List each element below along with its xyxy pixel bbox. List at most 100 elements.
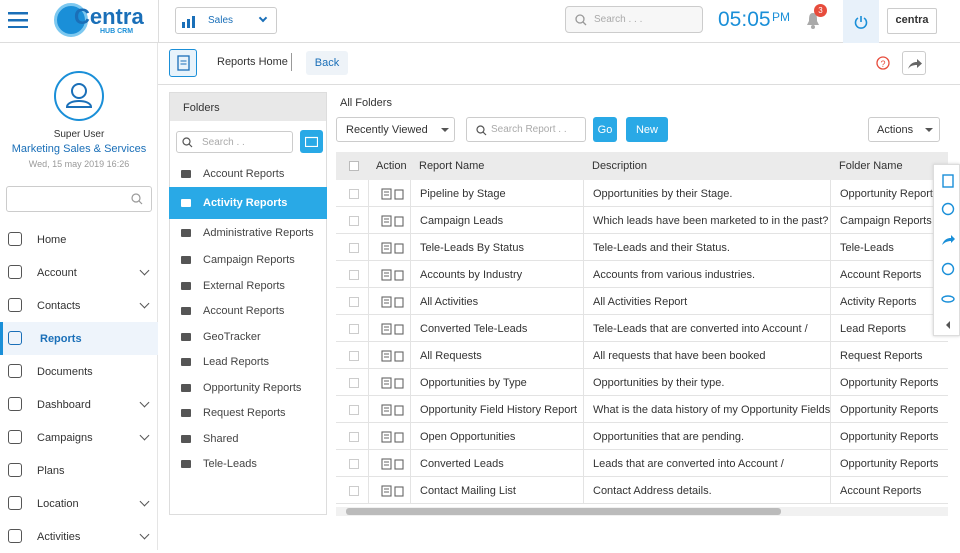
new-folder-button[interactable] bbox=[300, 130, 323, 153]
folder-item[interactable]: Request Reports bbox=[169, 401, 327, 427]
nav-item[interactable]: Home bbox=[0, 223, 158, 256]
menu-icon[interactable] bbox=[8, 12, 28, 28]
help-icon[interactable]: ? bbox=[876, 56, 890, 70]
row-checkbox[interactable] bbox=[349, 486, 359, 496]
search-box[interactable]: Search . . . bbox=[565, 6, 703, 33]
folder-label: Tele-Leads bbox=[203, 458, 257, 471]
row-checkbox[interactable] bbox=[349, 432, 359, 442]
folder-item[interactable]: Shared bbox=[169, 426, 327, 452]
reports-home-icon[interactable] bbox=[169, 49, 197, 77]
table-cell[interactable]: Opportunity Field History Report bbox=[410, 396, 583, 423]
row-checkbox[interactable] bbox=[349, 324, 359, 334]
action-icons[interactable] bbox=[378, 268, 404, 281]
table-cell[interactable]: Accounts by Industry bbox=[410, 261, 583, 288]
column-header[interactable]: Report Name bbox=[410, 152, 583, 180]
nav-item[interactable]: Activities bbox=[0, 520, 158, 553]
table-cell[interactable]: Opportunities by Type bbox=[410, 369, 583, 396]
nav-icon bbox=[8, 463, 22, 477]
folders-title: Folders bbox=[170, 93, 326, 121]
filter-select[interactable]: Recently Viewed bbox=[336, 117, 455, 142]
folder-item[interactable]: Tele-Leads bbox=[169, 452, 327, 478]
folder-item[interactable]: Campaign Reports bbox=[169, 246, 327, 273]
table-row: Campaign Leads Which leads have been mark… bbox=[336, 207, 948, 234]
table-cell[interactable]: Contact Mailing List bbox=[410, 477, 583, 504]
nav-item[interactable]: Account bbox=[0, 256, 158, 289]
go-button[interactable]: Go bbox=[593, 117, 617, 142]
row-checkbox[interactable] bbox=[349, 243, 359, 253]
row-checkbox[interactable] bbox=[349, 459, 359, 469]
nav-item[interactable]: Reports bbox=[0, 322, 158, 355]
folder-label: Request Reports bbox=[203, 407, 286, 420]
action-icons[interactable] bbox=[378, 457, 404, 470]
quick-tool-icons bbox=[941, 174, 955, 329]
folder-search[interactable]: Search . . bbox=[176, 131, 293, 153]
search-icon bbox=[131, 193, 143, 205]
power-button[interactable] bbox=[843, 0, 879, 43]
row-checkbox[interactable] bbox=[349, 297, 359, 307]
table-cell[interactable]: Pipeline by Stage bbox=[410, 180, 583, 207]
table-cell: Contact Address details. bbox=[583, 477, 830, 504]
row-checkbox[interactable] bbox=[349, 216, 359, 226]
nav-item[interactable]: Contacts bbox=[0, 289, 158, 322]
select-all-checkbox[interactable] bbox=[349, 161, 359, 171]
folder-item[interactable]: External Reports bbox=[169, 273, 327, 299]
table-cell: Opportunity Reports bbox=[830, 450, 948, 477]
action-icons[interactable] bbox=[378, 430, 404, 443]
table-cell[interactable]: Campaign Leads bbox=[410, 207, 583, 234]
action-icons[interactable] bbox=[378, 214, 404, 227]
notification-badge: 3 bbox=[814, 4, 827, 17]
doc-icon bbox=[177, 55, 190, 71]
table-cell[interactable]: All Requests bbox=[410, 342, 583, 369]
folder-item[interactable]: Account Reports bbox=[169, 160, 327, 187]
folder-item[interactable]: Account Reports bbox=[169, 299, 327, 325]
folder-item[interactable]: GeoTracker bbox=[169, 324, 327, 350]
action-icons[interactable] bbox=[378, 295, 404, 308]
action-icons[interactable] bbox=[378, 349, 404, 362]
row-checkbox[interactable] bbox=[349, 351, 359, 361]
sidebar-search[interactable] bbox=[6, 186, 152, 212]
nav-label: Activities bbox=[37, 530, 81, 543]
row-checkbox[interactable] bbox=[349, 189, 359, 199]
action-icons[interactable] bbox=[378, 187, 404, 200]
bell-icon[interactable] bbox=[806, 12, 820, 30]
scroll-thumb[interactable] bbox=[346, 508, 781, 515]
new-label: New bbox=[635, 123, 658, 136]
row-checkbox[interactable] bbox=[349, 378, 359, 388]
new-button[interactable]: New bbox=[626, 117, 668, 142]
action-icons[interactable] bbox=[378, 322, 404, 335]
report-search[interactable]: Search Report . . bbox=[466, 117, 586, 142]
folder-item[interactable]: Administrative Reports bbox=[169, 219, 327, 246]
table-cell: Opportunities by their type. bbox=[583, 369, 830, 396]
share-button[interactable] bbox=[902, 51, 926, 75]
table-cell[interactable]: All Activities bbox=[410, 288, 583, 315]
module-select[interactable]: Sales bbox=[175, 7, 277, 34]
action-icons[interactable] bbox=[378, 241, 404, 254]
scrollbar[interactable] bbox=[336, 507, 948, 516]
back-button[interactable]: Back bbox=[306, 51, 348, 75]
action-cell bbox=[368, 261, 410, 288]
nav-item[interactable]: Location bbox=[0, 487, 158, 520]
row-checkbox[interactable] bbox=[349, 270, 359, 280]
nav-item[interactable]: Dashboard bbox=[0, 388, 158, 421]
row-checkbox[interactable] bbox=[349, 405, 359, 415]
action-icons[interactable] bbox=[378, 376, 404, 389]
column-header[interactable]: Folder Name bbox=[830, 152, 948, 180]
nav-item[interactable]: Plans bbox=[0, 454, 158, 487]
brand-box[interactable]: centra bbox=[887, 8, 937, 34]
folder-item[interactable]: Lead Reports bbox=[169, 350, 327, 376]
table-cell[interactable]: Open Opportunities bbox=[410, 423, 583, 450]
action-icons[interactable] bbox=[378, 484, 404, 497]
table-cell[interactable]: Converted Leads bbox=[410, 450, 583, 477]
nav-item[interactable]: Campaigns bbox=[0, 421, 158, 454]
nav-item[interactable]: Documents bbox=[0, 355, 158, 388]
folder-item[interactable]: Activity Reports bbox=[169, 187, 327, 219]
nav-label: Dashboard bbox=[37, 398, 91, 411]
table-cell[interactable]: Tele-Leads By Status bbox=[410, 234, 583, 261]
folder-item[interactable]: Opportunity Reports bbox=[169, 375, 327, 401]
user-date: Wed, 15 may 2019 16:26 bbox=[28, 159, 130, 169]
column-header[interactable]: Description bbox=[583, 152, 830, 180]
table-cell: All Activities Report bbox=[583, 288, 830, 315]
table-cell[interactable]: Converted Tele-Leads bbox=[410, 315, 583, 342]
action-icons[interactable] bbox=[378, 403, 404, 416]
actions-select[interactable]: Actions bbox=[868, 117, 940, 142]
